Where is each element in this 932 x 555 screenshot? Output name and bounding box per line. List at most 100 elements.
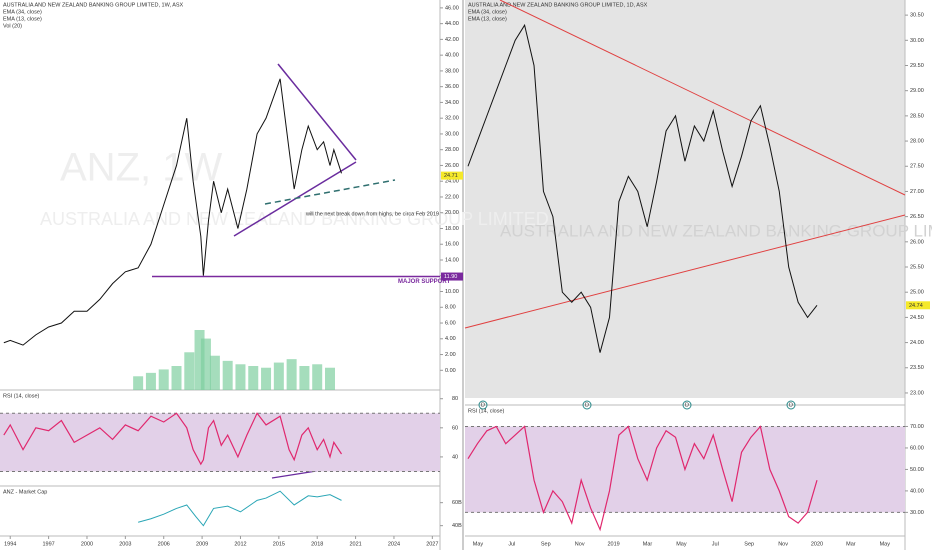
rsi-title: RSI (14, close) [3,393,40,399]
x-tick-label: 2009 [196,541,208,547]
events: D D D D [478,400,796,410]
y-tick-label: 32.00 [445,116,459,122]
y-tick-label: 2.00 [445,352,456,358]
event-marker [682,400,692,410]
left-title: AUSTRALIA AND NEW ZEALAND BANKING GROUP … [3,2,184,8]
y-tick-label: 28.00 [445,147,459,153]
price-line [3,412,343,466]
x-tick-label: Mar [846,541,856,547]
x-tick-label: 2020 [811,541,823,547]
volume-bar [248,366,259,390]
x-tick-label: 2000 [81,541,93,547]
y-tick-label: 24.00 [910,340,924,346]
volume-bar [200,338,211,390]
y-tick-label: 8.00 [445,305,456,311]
y-tick-label: 24.00 [445,179,459,185]
volume-bar [222,360,233,390]
y-tick-label: 42.00 [445,37,459,43]
trendline [277,63,357,161]
annotation: will the next break down from highs, be … [305,211,439,217]
y-tick-label: 18.00 [445,226,459,232]
x-tick-label: Nov [575,541,585,547]
x-tick-label: 2012 [234,541,246,547]
x-tick-label: 1997 [42,541,54,547]
y-tick-label: 46.00 [445,5,459,11]
x-tick-label: Jul [508,541,515,547]
x-tick-label: 2003 [119,541,131,547]
y-tick-label: 60B [452,500,462,506]
event-label: D [685,402,689,408]
x-tick-label: May [676,541,687,547]
y-tick-label: 36.00 [445,84,459,90]
y-tick-label: 29.00 [910,88,924,94]
y-tick-label: 27.00 [910,189,924,195]
mcap-title: ANZ - Market Cap [3,489,47,495]
x-tick-label: Jul [712,541,719,547]
last-label: 24.71 [444,173,458,179]
y-tick-label: 4.00 [445,336,456,342]
x-tick-label: May [473,541,484,547]
event-marker [786,400,796,410]
y-tick-label: 28.00 [910,139,924,145]
support-tag [441,272,463,281]
event-marker [478,400,488,410]
trendline [264,179,396,205]
support-text: MAJOR SUPPORT [398,279,451,285]
price-line [138,490,342,527]
y-tick-label: 80 [452,396,458,402]
y-tick-label: 40 [452,454,458,460]
volume-bar [171,366,182,390]
volume-bar [286,359,297,390]
indicator: EMA (34, close) [468,9,507,15]
event-label: D [789,402,793,408]
last-tag [906,301,930,310]
event-marker [582,400,592,410]
y-tick-label: 16.00 [445,242,459,248]
x-tick-label: 2006 [158,541,170,547]
y-tick-label: 70.00 [910,424,924,430]
y-tick-label: 0.00 [445,368,456,374]
y-tick-label: 44.00 [445,21,459,27]
y-tick-label: 23.50 [910,365,924,371]
y-tick-label: 26.00 [445,163,459,169]
event-label: D [481,402,485,408]
price-line [467,23,818,353]
y-tick-label: 25.50 [910,264,924,270]
support-label: 11.90 [444,274,457,280]
volume-bar [273,362,284,390]
y-tick-label: 28.50 [910,113,924,119]
volume-bar [194,330,205,390]
watermark-name: AUSTRALIA AND NEW ZEALAND BANKING GROUP … [40,209,549,229]
last-label: 24.74 [909,303,923,309]
indicator: EMA (34, close) [3,9,42,15]
x-tick-label: Sep [541,541,551,547]
y-tick-label: 40.00 [910,488,924,494]
x-tick-label: Mar [643,541,653,547]
volume-bar [133,376,144,390]
price-line [467,425,818,532]
indicator: EMA (13, close) [3,16,42,22]
y-tick-label: 50.00 [910,467,924,473]
x-tick-label: 2019 [607,541,619,547]
y-tick-label: 22.00 [445,194,459,200]
rsi-title: RSI (14, close) [468,408,505,414]
price-line [3,78,342,346]
volume-bar [209,355,220,390]
y-tick-label: 10.00 [445,289,459,295]
y-tick-label: 40.00 [445,53,459,59]
y-tick-label: 30.00 [445,131,459,137]
volume-bar [261,367,272,390]
watermark: ANZ, 1W [60,146,222,190]
volume-bar [235,364,246,390]
y-tick-label: 60.00 [910,445,924,451]
volume-bar [312,364,323,390]
volume-bar [158,369,169,390]
y-tick-label: 30.00 [910,510,924,516]
y-tick-label: 27.50 [910,164,924,170]
x-tick-label: 2018 [311,541,323,547]
y-tick-label: 26.50 [910,214,924,220]
right-price-pane [465,0,905,398]
trendline [464,214,906,329]
x-tick-label: 2021 [349,541,361,547]
